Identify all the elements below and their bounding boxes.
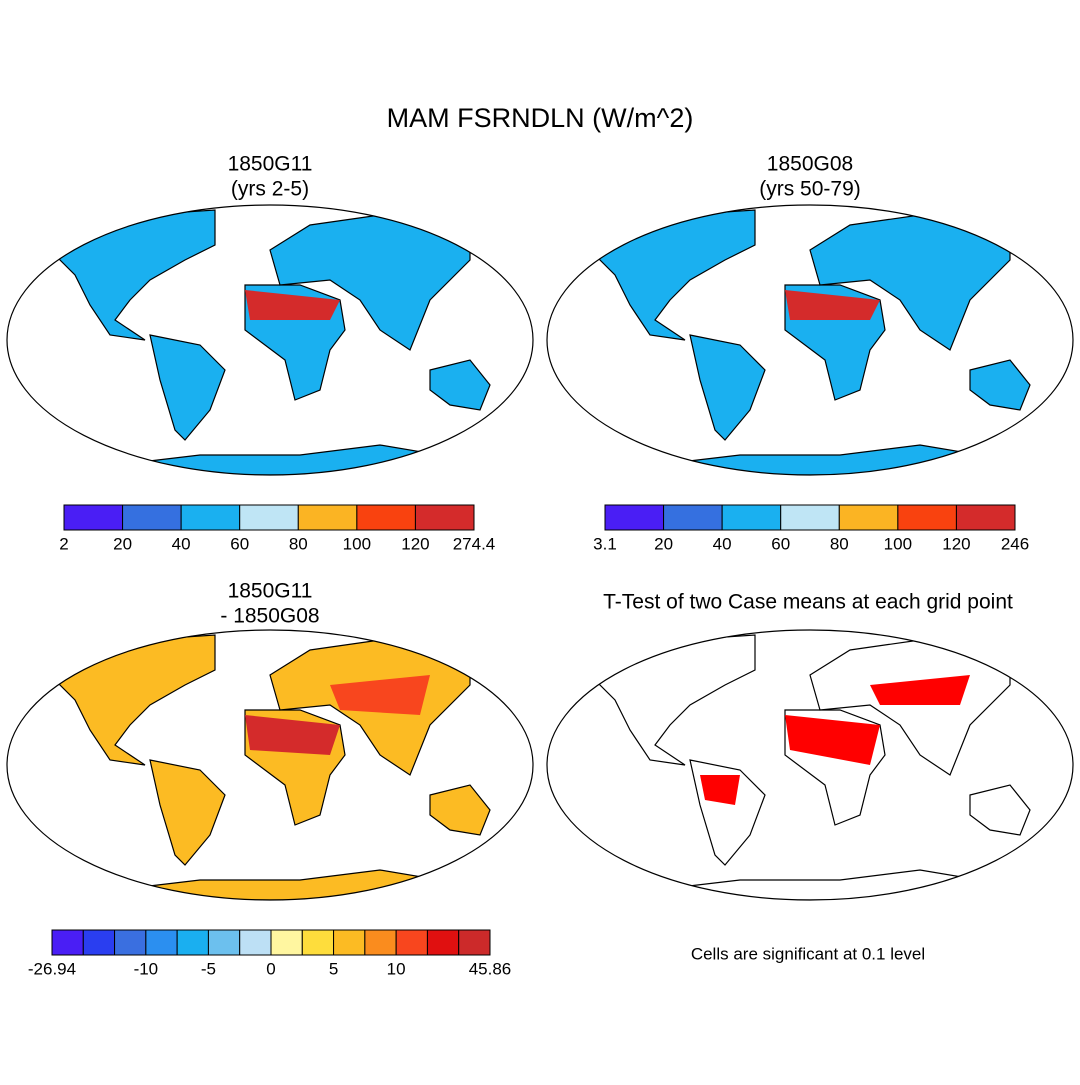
colorbar-label: -26.94 [28,959,76,978]
colorbar-box [414,504,475,531]
colorbar-box [604,504,665,531]
colorbar-label: 246 [1001,534,1029,553]
colorbar-box [114,929,147,956]
colorbar-box [395,929,428,956]
colorbar-box [82,929,116,956]
colorbar-box [297,504,358,531]
colorbar-box [721,504,782,531]
colorbar-label: 60 [230,534,249,553]
colorbar-label: 2 [59,534,68,553]
colorbar-label: 80 [830,534,849,553]
panel-title: - 1850G08 [220,605,319,628]
colorbar-label: 80 [289,534,308,553]
colorbar-box [145,929,178,956]
panel-note: Cells are significant at 0.1 level [691,944,925,963]
figure-title: MAM FSRNDLN (W/m^2) [387,103,694,133]
colorbar-label: 40 [172,534,191,553]
panel-title: 1850G08 [767,153,853,176]
colorbar-box [180,504,241,531]
colorbar-label: 120 [942,534,970,553]
colorbar-box [176,929,209,956]
colorbar-label: 3.1 [593,534,617,553]
colorbar-box [838,504,899,531]
colorbar-box [51,929,84,956]
colorbar-label: -5 [201,959,216,978]
colorbar-box [270,929,303,956]
colorbar-box [780,504,840,531]
colorbar-box [458,929,491,956]
colorbar-box [333,929,366,956]
colorbar-box [364,929,397,956]
panel-title: (yrs 2-5) [231,178,309,201]
map-panel [546,204,1074,476]
colorbar-label: 45.86 [469,959,512,978]
colorbar-box [897,504,957,531]
map-panel [546,629,1074,901]
colorbar-label: 274.4 [453,534,496,553]
colorbar-box [301,929,335,956]
colorbar-label: 40 [713,534,732,553]
map-panel [6,629,534,901]
colorbar-label: 20 [654,534,673,553]
panel-title: 1850G11 [228,153,313,176]
colorbar-box [663,504,723,531]
panel-title: T-Test of two Case means at each grid po… [603,591,1013,614]
colorbar-box [239,929,272,956]
colorbar-box [207,929,241,956]
colorbar-label: 5 [329,959,338,978]
colorbar-label: 120 [401,534,429,553]
colorbar-label: -10 [134,959,159,978]
panel-title: (yrs 50-79) [759,178,861,201]
colorbar-box [63,504,124,531]
colorbar-label: 10 [387,959,406,978]
colorbar-box [955,504,1016,531]
colorbar-label: 100 [884,534,912,553]
colorbar-label: 100 [343,534,371,553]
colorbar-label: 60 [771,534,790,553]
colorbar-label: 0 [266,959,275,978]
colorbar-box [426,929,460,956]
map-panel [6,204,534,476]
colorbar-box [356,504,416,531]
colorbar-box [122,504,182,531]
colorbar-box [239,504,299,531]
colorbar-label: 20 [113,534,132,553]
panel-title: 1850G11 [228,580,313,603]
